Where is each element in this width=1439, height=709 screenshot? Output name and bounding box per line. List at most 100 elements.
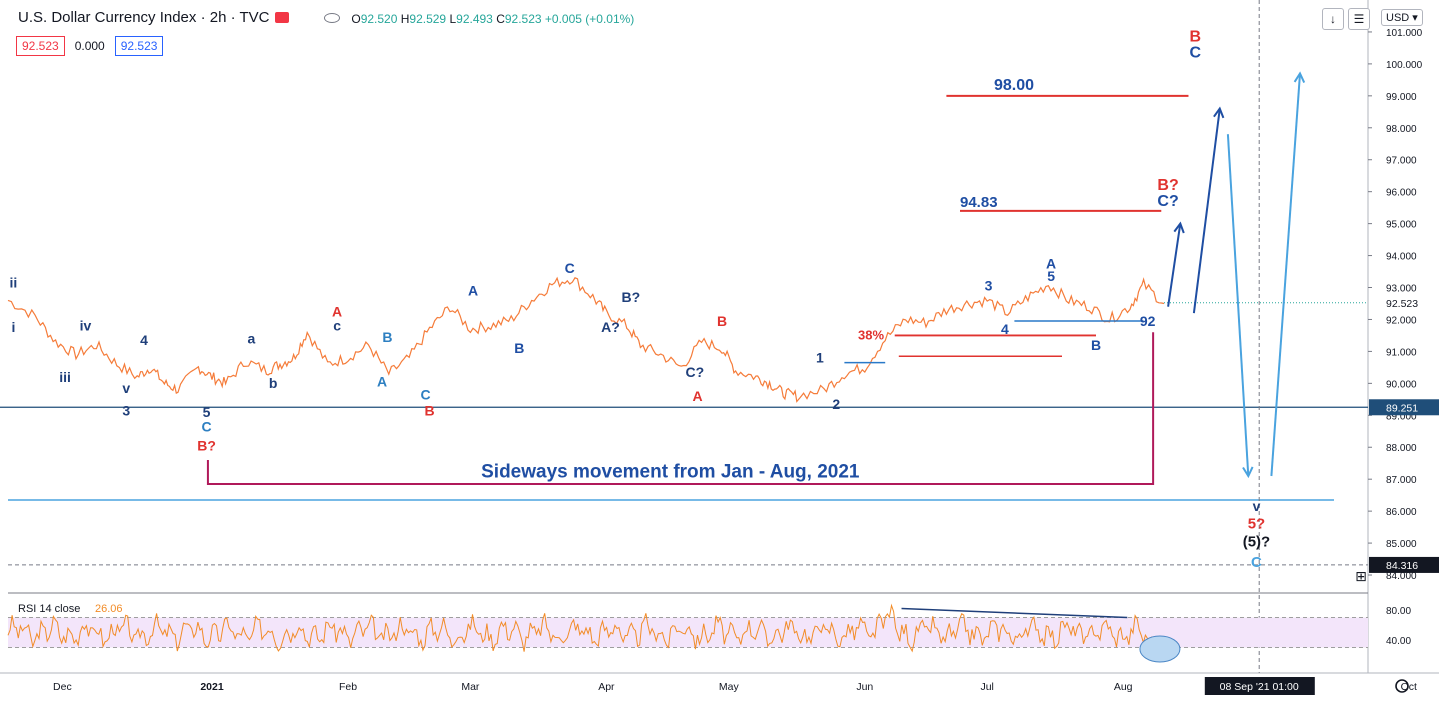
wave-label: 92 — [1140, 313, 1156, 329]
open-value: 92.520 — [360, 12, 398, 26]
rsi-oversold-marker — [1139, 635, 1181, 663]
wave-label: A — [692, 388, 702, 404]
wave-label: 4 — [140, 332, 148, 348]
high-value: 92.529 — [409, 12, 447, 26]
crosshair-price-tag-bg — [1369, 556, 1439, 573]
flag-icon[interactable] — [275, 12, 290, 23]
projection-arrow-down — [1226, 134, 1250, 477]
projection-arrow-short-head — [1173, 221, 1185, 234]
rsi-value: 26.06 — [95, 603, 123, 615]
y-tick-label: 101.000 — [1386, 28, 1423, 39]
wave-label: 3 — [985, 278, 993, 294]
spread-box: 0.000 — [74, 39, 105, 53]
wave-label: B? — [622, 289, 641, 305]
x-tick-label: Aug — [1114, 681, 1133, 693]
wave-label: C — [420, 386, 430, 402]
last-price-tag-bg — [1369, 294, 1439, 311]
y-tick-label: 99.000 — [1386, 92, 1417, 103]
price-line — [7, 276, 1165, 403]
wave-label: C? — [1157, 193, 1178, 210]
sideways-bracket — [206, 332, 1155, 485]
symbol-title-text: U.S. Dollar Currency Index · 2h · TVC — [18, 9, 270, 26]
change-value: +0.005 (+0.01%) — [544, 12, 635, 26]
bid-box[interactable]: 92.523 — [16, 36, 65, 56]
wave-label: 1 — [816, 350, 824, 366]
y-tick-label: 97.000 — [1386, 156, 1417, 167]
wave-label: v — [1253, 498, 1261, 514]
wave-label: B — [717, 313, 727, 329]
wave-label: 5 — [203, 404, 211, 420]
wave-label: 5 — [1047, 268, 1055, 284]
y-tick-label: 98.000 — [1386, 124, 1417, 135]
wave-label: A — [332, 303, 342, 319]
wave-label: B? — [1157, 177, 1178, 194]
wave-label: iii — [59, 369, 71, 385]
target-label-9483: 94.83 — [960, 194, 998, 211]
arrow-down-icon[interactable]: ↓ — [1322, 8, 1344, 30]
wave-label: A — [1046, 255, 1056, 271]
symbol-title: U.S. Dollar Currency Index · 2h · TVC — [18, 9, 290, 26]
y-tick-label: 91.000 — [1386, 347, 1417, 358]
wave-label: B — [425, 402, 435, 418]
x-tick-label: Jun — [856, 681, 873, 693]
low-value: 92.493 — [456, 12, 493, 26]
wave-label: 4 — [1001, 321, 1009, 337]
eye-icon[interactable] — [324, 13, 340, 23]
projection-arrow-up-head — [1213, 106, 1225, 119]
wave-label: b — [269, 375, 278, 391]
wave-label: C — [201, 418, 211, 434]
x-tick-label: Apr — [598, 681, 615, 693]
projection-arrow-up — [1192, 108, 1221, 314]
menu-icon[interactable]: ☰ — [1348, 8, 1370, 30]
wave-label: B — [514, 340, 524, 356]
y-tick-label: 96.000 — [1386, 188, 1417, 199]
rsi-line — [7, 603, 1165, 654]
x-tick-label: Feb — [339, 681, 357, 693]
wave-label: C? — [685, 364, 704, 380]
wave-label: iv — [80, 318, 92, 334]
close-value: 92.523 — [504, 12, 542, 26]
y-tick-label: 93.000 — [1386, 284, 1417, 295]
support-price-tag-bg — [1369, 399, 1439, 416]
currency-label: USD — [1386, 12, 1410, 24]
wave-label: C — [1251, 554, 1262, 571]
projection-arrow-short — [1167, 223, 1182, 307]
ask-box[interactable]: 92.523 — [114, 36, 164, 56]
y-tick-label: 100.000 — [1386, 60, 1423, 71]
wave-label: v — [122, 380, 130, 396]
open-label: O — [351, 12, 361, 26]
wave-label: A — [377, 374, 387, 390]
projection-arrow-final — [1270, 73, 1301, 477]
rsi-tick-label: 80.00 — [1386, 606, 1411, 617]
wave-label: ii — [10, 275, 18, 291]
support-price-tag: 89.251 — [1386, 402, 1418, 414]
x-tick-label: Dec — [53, 681, 72, 693]
x-tick-label: Jul — [980, 681, 993, 693]
price-boxes: 92.523 0.000 92.523 — [16, 36, 169, 56]
target-label-98: 98.00 — [994, 77, 1034, 94]
ohlc-legend: O92.520 H92.529 L92.493 C92.523 +0.005 (… — [324, 12, 634, 26]
wave-label: A? — [601, 319, 620, 335]
rsi-band — [8, 617, 1368, 648]
x-tick-label: May — [719, 681, 740, 693]
low-label: L — [449, 12, 457, 26]
y-tick-label: 94.000 — [1386, 252, 1417, 263]
wave-label: C — [1189, 45, 1201, 62]
date-tag-bg — [1204, 677, 1315, 695]
wave-label: i — [11, 319, 15, 335]
wave-label: 3 — [122, 402, 130, 418]
fib-label-38: 38% — [858, 327, 884, 342]
wave-label: c — [333, 318, 341, 334]
x-tick-label: Mar — [461, 681, 480, 693]
wave-label: B — [1091, 337, 1101, 353]
currency-selector[interactable]: USD ▾ — [1381, 9, 1423, 26]
high-label: H — [400, 12, 410, 26]
wave-label: C — [565, 260, 575, 276]
y-tick-label: 90.000 — [1386, 379, 1417, 390]
y-tick-label: 92.000 — [1386, 315, 1417, 326]
last-price-tag: 92.523 — [1386, 298, 1418, 310]
date-tag: 08 Sep '21 01:00 — [1220, 681, 1299, 693]
settings-icon — [1395, 679, 1409, 693]
plus-icon: ⊞ — [1355, 569, 1367, 585]
